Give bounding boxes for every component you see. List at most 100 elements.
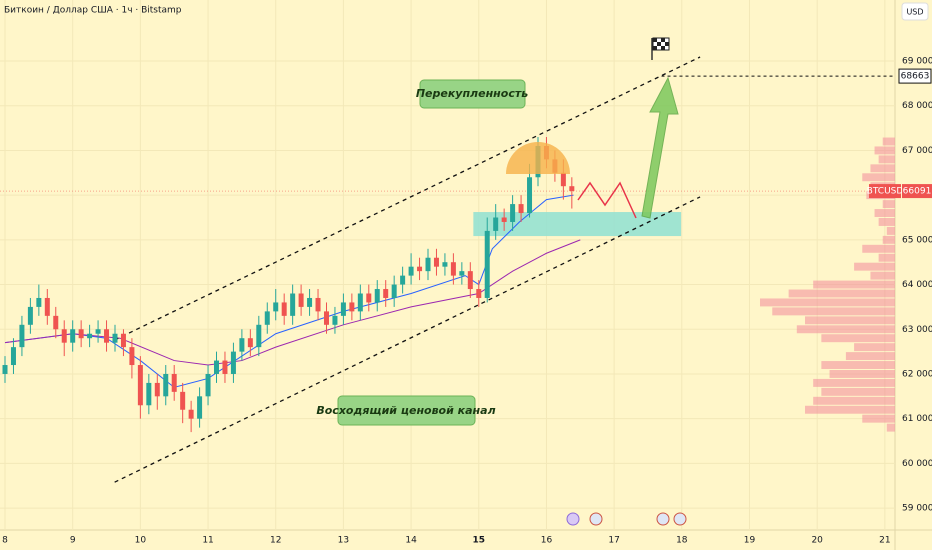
annotation: Восходящий ценовой канал bbox=[316, 404, 495, 417]
candle-body bbox=[70, 329, 76, 343]
volume-profile-bar bbox=[821, 387, 895, 396]
candle-body bbox=[332, 315, 338, 325]
volume-profile-bar bbox=[813, 280, 895, 289]
x-tick-label: 16 bbox=[541, 536, 553, 546]
candle-body bbox=[400, 275, 406, 285]
y-tick-label: 67 000 bbox=[902, 146, 932, 156]
volume-profile-bar bbox=[878, 217, 895, 226]
candle-body bbox=[340, 302, 346, 316]
target-label: 68663 bbox=[901, 72, 930, 82]
candle-body bbox=[264, 311, 270, 325]
candle-body bbox=[163, 373, 169, 397]
candle-body bbox=[61, 329, 67, 343]
candle-body bbox=[112, 333, 118, 343]
x-tick-label: 9 bbox=[70, 536, 76, 546]
candle-body bbox=[459, 271, 465, 276]
volume-profile-bar bbox=[760, 298, 895, 307]
candle-body bbox=[383, 289, 389, 298]
candle-body bbox=[230, 351, 236, 374]
candle-body bbox=[510, 204, 516, 222]
annotation-box bbox=[419, 79, 526, 109]
candle-body bbox=[366, 293, 372, 303]
volume-profile-bar bbox=[821, 334, 895, 343]
volume-profile-bar bbox=[882, 235, 895, 244]
y-tick-label: 64 000 bbox=[902, 280, 932, 290]
volume-profile-bar bbox=[862, 173, 895, 182]
volume-profile-bar bbox=[821, 361, 895, 370]
target-box bbox=[898, 68, 932, 84]
last-price-label: 66091 bbox=[903, 187, 932, 197]
volume-profile-bar bbox=[882, 200, 895, 209]
volume-profile-bar bbox=[878, 155, 895, 164]
candle-body bbox=[349, 302, 355, 312]
candle-body bbox=[357, 293, 363, 312]
volume-profile-bar bbox=[874, 146, 895, 155]
candle-body bbox=[239, 338, 245, 352]
candle-body bbox=[323, 311, 329, 325]
volume-profile-bar bbox=[845, 352, 895, 361]
zigzag-path bbox=[577, 181, 637, 219]
overbought-arc bbox=[506, 142, 570, 174]
candle-body bbox=[518, 204, 524, 214]
x-tick-label: 17 bbox=[608, 536, 619, 546]
candle-body bbox=[154, 382, 160, 397]
annotation: Перекупленность bbox=[416, 87, 528, 100]
volume-profile-bar bbox=[829, 370, 895, 378]
candle-body bbox=[27, 306, 33, 325]
currency-box[interactable] bbox=[901, 2, 929, 21]
volume-profile-bar bbox=[886, 226, 895, 235]
volume-profile-bar bbox=[870, 164, 895, 173]
y-tick-label: 63 000 bbox=[902, 325, 932, 335]
x-tick-label: 10 bbox=[135, 536, 147, 546]
volume-profile-bar bbox=[805, 316, 895, 325]
volume-profile-bar bbox=[862, 414, 895, 423]
candle-body bbox=[290, 293, 296, 316]
candle-body bbox=[205, 373, 211, 397]
candle-body bbox=[433, 257, 439, 267]
y-tick-label: 65 000 bbox=[902, 235, 932, 245]
chart-title: Биткоин / Доллар США · 1ч · Bitstamp bbox=[4, 6, 182, 16]
candle-body bbox=[374, 289, 380, 303]
candle-body bbox=[527, 177, 533, 214]
x-tick-label: 18 bbox=[676, 536, 688, 546]
candle-body bbox=[95, 329, 101, 334]
volume-profile-bar bbox=[874, 209, 895, 217]
volume-profile-bar bbox=[862, 244, 895, 253]
candle-body bbox=[2, 365, 8, 374]
candle-body bbox=[476, 289, 482, 298]
candle-body bbox=[188, 409, 194, 419]
volume-profile-bar bbox=[813, 378, 895, 387]
volume-profile-bar bbox=[813, 396, 895, 405]
candle-body bbox=[87, 333, 93, 339]
volume-profile-bar bbox=[772, 307, 895, 316]
finish-flag bbox=[651, 37, 670, 60]
y-tick-label: 60 000 bbox=[902, 459, 932, 469]
volume-profile-bar bbox=[805, 405, 895, 414]
candle-body bbox=[484, 230, 490, 298]
event-icons bbox=[566, 512, 687, 526]
x-tick-label: 21 bbox=[879, 536, 890, 546]
candle-body bbox=[501, 217, 507, 222]
x-tick-label: 8 bbox=[2, 536, 8, 546]
volume-profile-bar bbox=[882, 137, 895, 146]
target-arrow bbox=[641, 76, 679, 219]
x-tick-label: 15 bbox=[473, 536, 486, 546]
volume-profile-bar bbox=[870, 271, 895, 280]
volume-profile-bar bbox=[854, 343, 895, 352]
last-price-box bbox=[902, 184, 932, 199]
symbol-label: BTCUSD bbox=[867, 187, 904, 197]
currency[interactable]: USD bbox=[906, 8, 923, 17]
candle-body bbox=[214, 360, 220, 374]
candle-body bbox=[104, 329, 110, 343]
volume-profile-bar bbox=[854, 262, 895, 271]
candle-body bbox=[120, 333, 126, 348]
y-tick-label: 68 000 bbox=[902, 101, 932, 111]
candle-body bbox=[146, 382, 152, 406]
candle-body bbox=[247, 338, 253, 348]
candle-body bbox=[315, 297, 321, 312]
candle-body bbox=[417, 266, 423, 272]
volume-profile-bar bbox=[886, 423, 895, 432]
candle-body bbox=[171, 373, 177, 392]
candle-body bbox=[298, 293, 304, 307]
